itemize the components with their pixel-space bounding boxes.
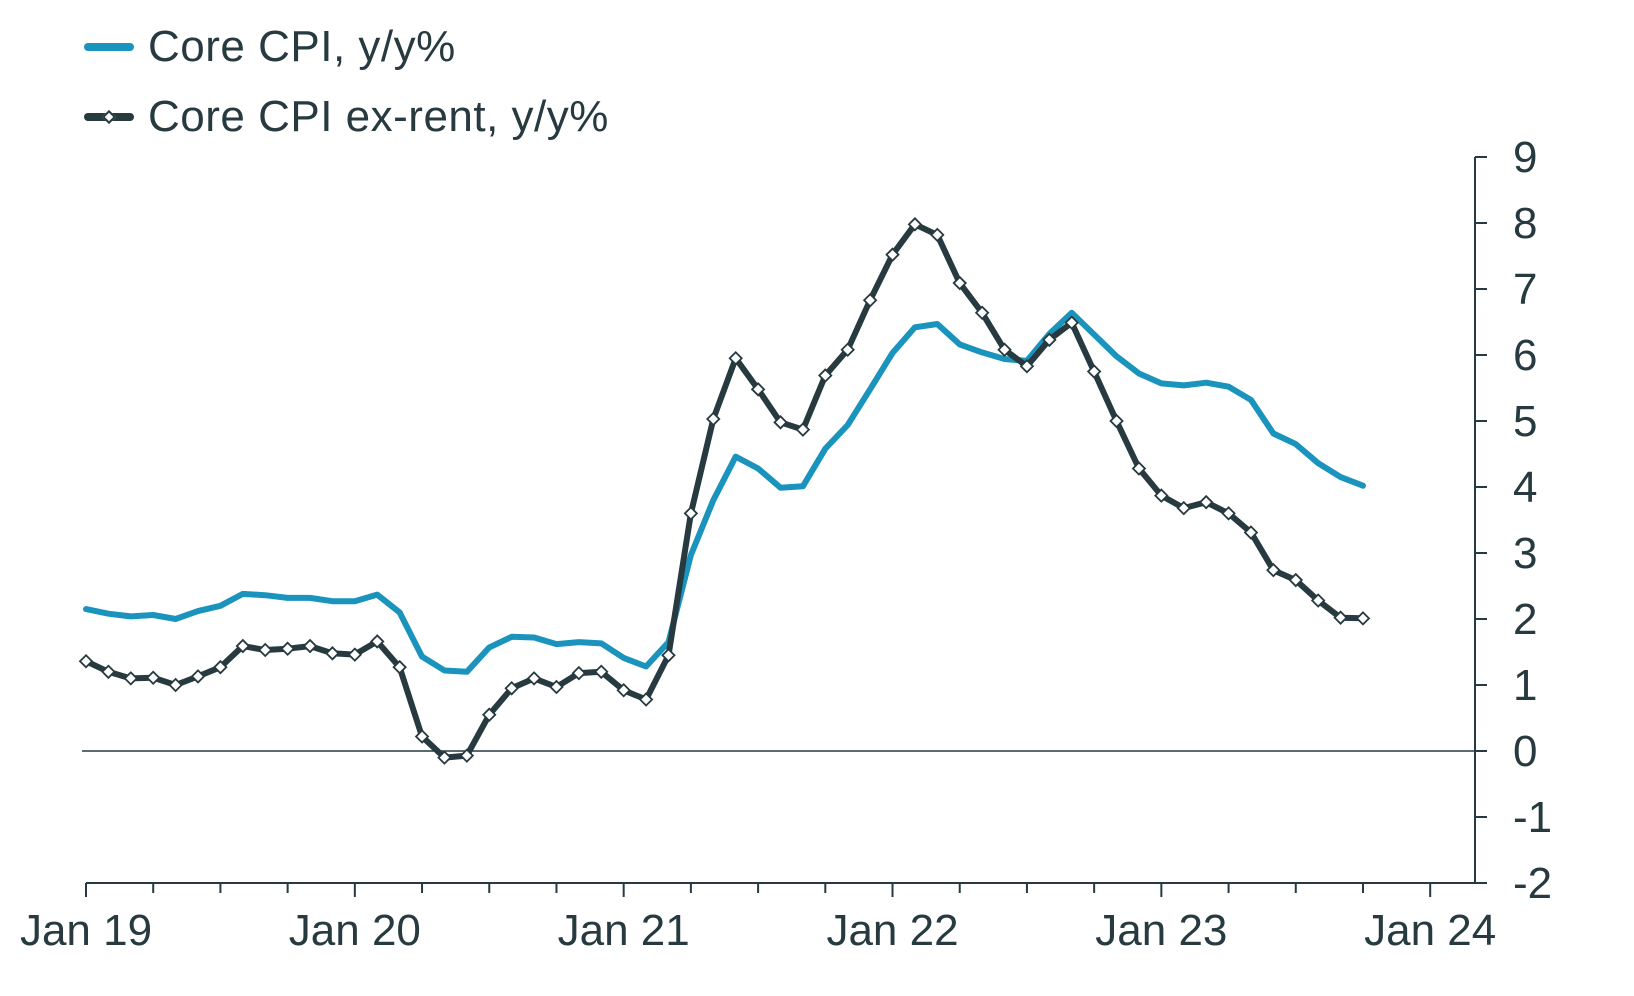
data-point-marker (1019, 358, 1035, 374)
data-point-marker (616, 683, 631, 698)
data-point-marker (123, 671, 139, 686)
axes: 9 8 7 6 5 4 3 2 1 0 -1 -2 Jan 19 Jan 20 Jan 21 Jan 22 Ja… (20, 133, 1552, 955)
data-point-marker (437, 750, 452, 765)
y-tick-label: 6 (1513, 331, 1537, 380)
data-point-marker (101, 664, 116, 680)
chart-legend: Core CPI, y/y% Core CPI ex-rent, y/y% (84, 12, 609, 152)
y-tick-label: -2 (1513, 859, 1552, 908)
data-point-marker (414, 729, 430, 744)
data-point-marker (1042, 332, 1057, 348)
data-point-marker (302, 638, 318, 654)
data-point-marker (1064, 315, 1080, 330)
x-tick-label: Jan 21 (558, 906, 690, 955)
data-point-marker (1198, 494, 1214, 510)
data-point-marker (504, 681, 519, 696)
data-point-marker (1243, 525, 1259, 540)
data-point-marker (907, 217, 923, 232)
data-point-marker (325, 646, 340, 661)
data-point-marker (997, 342, 1012, 357)
data-point-marker (1154, 488, 1169, 503)
data-point-marker (459, 748, 475, 763)
y-tick-label: 1 (1513, 661, 1537, 710)
data-point-marker (1266, 562, 1281, 578)
data-point-marker (594, 664, 609, 680)
data-point-marker (549, 679, 564, 695)
data-point-marker (1109, 413, 1124, 429)
data-point-marker (392, 659, 407, 675)
y-tick-label: 5 (1513, 397, 1537, 446)
data-point-marker (235, 638, 251, 654)
legend-label-core-cpi-ex-rent: Core CPI ex-rent, y/y% (148, 92, 609, 141)
data-point-marker (750, 382, 766, 397)
data-point-marker (78, 653, 94, 669)
legend-swatch-core-cpi (84, 43, 134, 51)
data-point-marker (638, 692, 654, 707)
data-point-marker (1176, 500, 1192, 516)
data-point-marker (257, 642, 273, 658)
data-point-marker (213, 659, 228, 675)
x-tick-label: Jan 20 (289, 906, 421, 955)
y-tick-label: 7 (1513, 265, 1537, 314)
data-point-marker (481, 707, 497, 722)
x-tick-label: Jan 23 (1095, 906, 1227, 955)
data-point-marker (1333, 610, 1348, 625)
data-point-marker (1288, 572, 1304, 588)
data-point-marker (661, 648, 676, 663)
data-point-marker (706, 411, 721, 427)
data-point-marker (795, 422, 811, 437)
data-point-marker (280, 641, 295, 656)
data-point-marker (1310, 593, 1326, 608)
data-point-marker (369, 634, 385, 649)
data-point-marker (952, 275, 967, 291)
data-point-marker (840, 342, 855, 357)
data-point-marker (1086, 364, 1102, 379)
data-point-marker (1355, 611, 1371, 626)
data-point-marker (862, 292, 878, 308)
data-point-marker (818, 368, 833, 383)
data-point-marker (145, 670, 161, 686)
legend-item-core-cpi: Core CPI, y/y% (84, 12, 609, 82)
series-line-core-cpi (83, 309, 1366, 675)
y-tick-label: -1 (1513, 793, 1552, 842)
y-tick-label: 2 (1513, 595, 1537, 644)
data-point-marker (773, 415, 788, 430)
data-point-marker (190, 669, 206, 684)
y-tick-label: 3 (1513, 529, 1537, 578)
x-tick-label: Jan 22 (826, 906, 958, 955)
legend-item-core-cpi-ex-rent: Core CPI ex-rent, y/y% (84, 82, 609, 152)
data-point-marker (974, 305, 990, 321)
data-point-marker (347, 647, 363, 662)
data-point-marker (930, 227, 945, 243)
series-line-core-cpi-ex-rent (83, 221, 1366, 761)
y-tick-label: 9 (1513, 133, 1537, 182)
data-point-marker (728, 351, 743, 366)
series-layer (83, 221, 1366, 761)
y-tick-label: 4 (1513, 463, 1537, 512)
data-point-marker (683, 506, 699, 521)
data-point-marker (526, 671, 542, 686)
data-point-marker (571, 665, 587, 681)
legend-swatch-core-cpi-ex-rent (84, 109, 134, 125)
x-tick-label: Jan 24 (1364, 906, 1496, 955)
data-point-marker (1131, 461, 1147, 476)
marker-layer (78, 217, 1371, 765)
x-tick-label: Jan 19 (20, 906, 152, 955)
data-point-marker (885, 247, 900, 262)
diamond-marker-icon (101, 109, 117, 125)
y-tick-label: 8 (1513, 199, 1537, 248)
legend-label-core-cpi: Core CPI, y/y% (148, 22, 456, 71)
data-point-marker (168, 677, 183, 693)
y-tick-label: 0 (1513, 727, 1537, 776)
data-point-marker (1221, 506, 1236, 521)
